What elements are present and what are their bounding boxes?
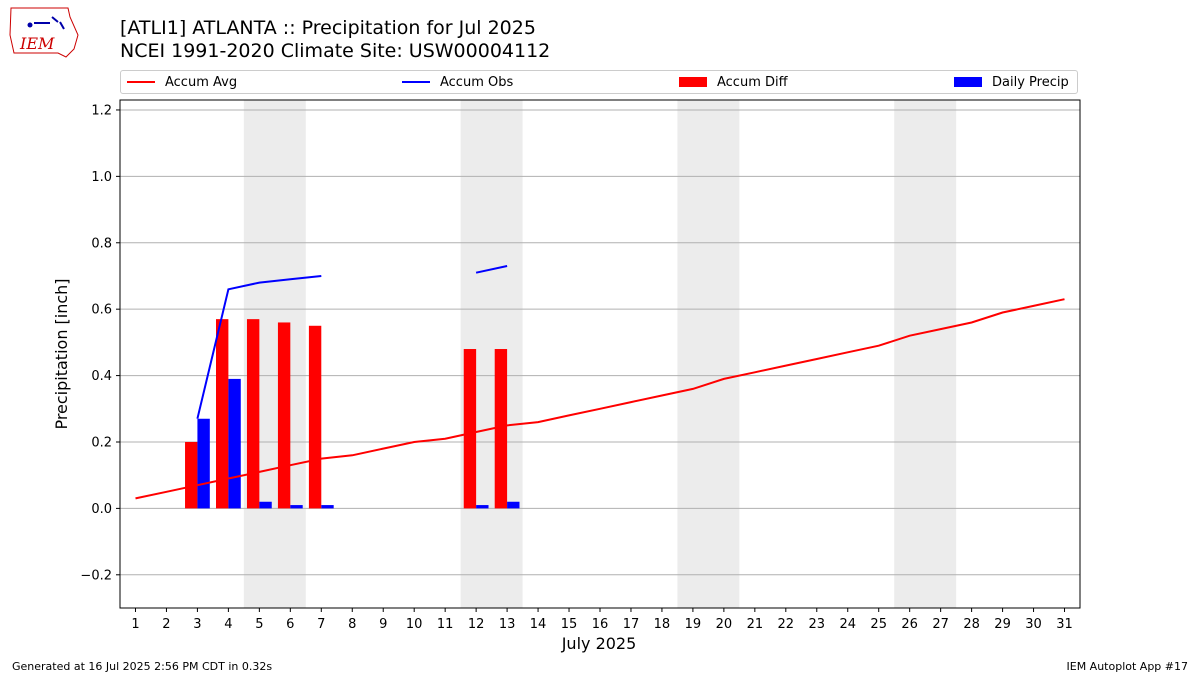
x-tick-label: 19 xyxy=(685,617,702,632)
x-tick-label: 18 xyxy=(654,617,671,632)
legend-swatch xyxy=(954,77,982,87)
bars xyxy=(185,319,520,509)
x-tick-label: 25 xyxy=(870,617,887,632)
x-axis: 1 2 3 4 5 6 7 8 9 10 11 12 13 14 15 16 17 18 19 20 21 22 23 24 2… xyxy=(131,608,1073,632)
x-tick-label: 16 xyxy=(592,617,609,632)
legend-label: Accum Diff xyxy=(717,74,788,90)
x-tick-label: 7 xyxy=(317,617,325,632)
logo-text: IEM xyxy=(19,34,55,53)
legend-item-accum-avg: Accum Avg xyxy=(127,71,237,93)
x-tick-label: 13 xyxy=(499,617,516,632)
y-tick-label: 1.2 xyxy=(91,103,112,118)
daily-precip-bar xyxy=(321,505,334,509)
x-tick-label: 20 xyxy=(716,617,733,632)
x-tick-label: 10 xyxy=(406,617,423,632)
legend-label: Accum Avg xyxy=(165,74,238,90)
x-tick-label: 26 xyxy=(901,617,918,632)
accum-obs-line xyxy=(196,275,322,419)
legend: Accum Avg Accum Obs Accum Diff Daily Pre… xyxy=(120,70,1078,94)
legend-swatch xyxy=(679,77,707,87)
lines xyxy=(135,265,1065,500)
x-tick-label: 6 xyxy=(286,617,294,632)
daily-precip-bar xyxy=(290,505,303,509)
accum-diff-bar xyxy=(246,319,260,509)
daily-precip-bar xyxy=(197,418,210,509)
x-tick-label: 14 xyxy=(530,617,547,632)
chart-subtitle: NCEI 1991-2020 Climate Site: USW00004112 xyxy=(120,40,551,62)
x-tick-label: 30 xyxy=(1025,617,1042,632)
x-tick-label: 2 xyxy=(162,617,170,632)
x-tick-label: 31 xyxy=(1056,617,1073,632)
accum-diff-bar xyxy=(494,349,508,509)
accum-diff-bar xyxy=(216,319,229,509)
legend-label: Accum Obs xyxy=(440,74,514,90)
x-tick-label: 24 xyxy=(839,617,856,632)
footer-generated: Generated at 16 Jul 2025 2:56 PM CDT in … xyxy=(12,660,273,673)
daily-precip-bar xyxy=(476,505,489,509)
legend-item-accum-diff: Accum Diff xyxy=(679,71,788,93)
x-tick-label: 11 xyxy=(437,617,454,632)
x-tick-label: 1 xyxy=(131,617,139,632)
daily-precip-bar xyxy=(259,501,272,509)
weekend-band xyxy=(894,100,957,608)
accum-diff-bar xyxy=(463,349,477,509)
legend-item-daily-precip: Daily Precip xyxy=(954,71,1069,93)
y-tick-label: 0.6 xyxy=(91,303,112,318)
x-tick-label: 5 xyxy=(255,617,263,632)
accum-obs-line xyxy=(475,265,508,274)
y-tick-label: 0.4 xyxy=(91,369,112,384)
x-tick-label: 17 xyxy=(623,617,640,632)
accum-diff-bar xyxy=(308,325,322,509)
x-tick-label: 15 xyxy=(561,617,578,632)
y-tick-label: 1.0 xyxy=(91,170,112,185)
daily-precip-bar xyxy=(228,378,241,509)
x-tick-label: 27 xyxy=(932,617,949,632)
x-tick-label: 22 xyxy=(778,617,795,632)
footer-app: IEM Autoplot App #17 xyxy=(1066,660,1189,673)
x-tick-label: 12 xyxy=(468,617,485,632)
x-tick-label: 8 xyxy=(348,617,356,632)
chart-title: [ATLI1] ATLANTA :: Precipitation for Jul… xyxy=(120,17,536,39)
y-axis-label: Precipitation [inch] xyxy=(52,278,71,429)
accum-diff-bar xyxy=(185,441,198,509)
x-tick-label: 29 xyxy=(994,617,1011,632)
accum-diff-bar xyxy=(277,322,291,509)
weekend-band xyxy=(677,100,740,608)
x-tick-label: 9 xyxy=(379,617,387,632)
y-tick-label: −0.2 xyxy=(80,568,112,583)
daily-precip-bar xyxy=(507,501,520,509)
legend-swatch xyxy=(127,81,155,83)
x-tick-label: 28 xyxy=(963,617,980,632)
legend-item-accum-obs: Accum Obs xyxy=(402,71,513,93)
x-tick-label: 21 xyxy=(747,617,764,632)
y-tick-label: 0.0 xyxy=(91,502,112,517)
accum-avg-line xyxy=(135,298,1065,500)
y-tick-label: 0.8 xyxy=(91,236,112,251)
x-tick-label: 3 xyxy=(193,617,201,632)
x-tick-label: 23 xyxy=(809,617,826,632)
y-axis: −0.2 0.0 0.2 0.4 0.6 0.8 1.0 1.2 xyxy=(80,103,120,583)
x-axis-label: July 2025 xyxy=(561,634,637,653)
legend-swatch xyxy=(402,81,430,83)
y-tick-label: 0.2 xyxy=(91,435,112,450)
x-tick-label: 4 xyxy=(224,617,232,632)
weekend-bands xyxy=(243,100,957,608)
legend-label: Daily Precip xyxy=(992,74,1069,90)
iem-logo: IEM xyxy=(9,7,79,58)
